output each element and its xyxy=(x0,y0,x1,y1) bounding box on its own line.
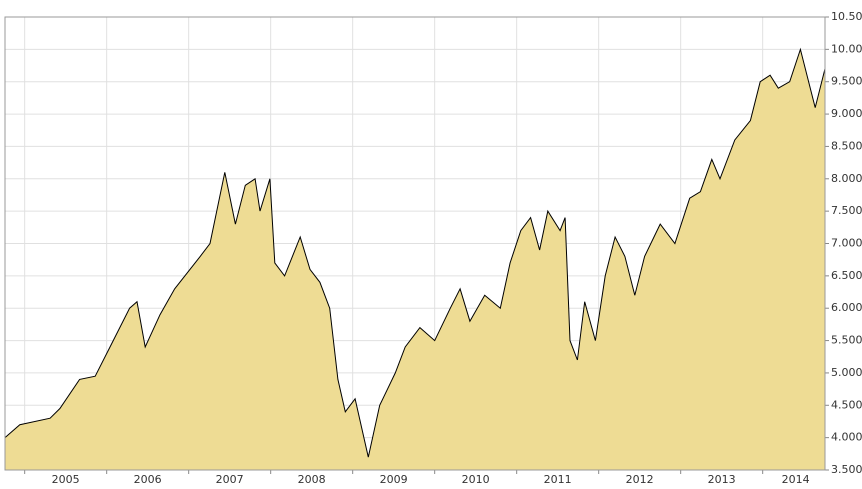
y-tick-label: 6.000 xyxy=(831,301,862,314)
x-tick-label: 2014 xyxy=(782,473,810,486)
area xyxy=(5,49,825,471)
y-tick-label: 4.000 xyxy=(831,431,862,444)
y-tick-label: 8.500 xyxy=(831,139,862,152)
x-tick-label: 2005 xyxy=(52,473,80,486)
line xyxy=(4,47,826,458)
y-tick-label: 9.500 xyxy=(831,75,862,88)
y-tick-label: 8.000 xyxy=(831,172,862,185)
x-tick-label: 2007 xyxy=(216,473,244,486)
y-tick-label: 3.500 xyxy=(831,463,862,476)
y-tick-label: 4.500 xyxy=(831,398,862,411)
y-tick-label: 7.000 xyxy=(831,237,862,250)
x-tick-label: 2006 xyxy=(134,473,162,486)
y-tick-label: 5.500 xyxy=(831,334,862,347)
x-tick-label: 2009 xyxy=(380,473,408,486)
x-tick-label: 2011 xyxy=(544,473,572,486)
y-tick-label: 6.500 xyxy=(831,269,862,282)
y-tick-label: 9.000 xyxy=(831,107,862,120)
plot-border xyxy=(4,16,826,471)
x-tick-label: 2008 xyxy=(298,473,326,486)
x-tick-label: 2010 xyxy=(462,473,490,486)
x-tick-label: 2012 xyxy=(626,473,654,486)
x-tick-label: 2013 xyxy=(708,473,736,486)
y-tick-label: 5.000 xyxy=(831,366,862,379)
y-tick-label: 10.000 xyxy=(831,42,862,55)
y-tick-label: 10.500 xyxy=(831,10,862,23)
y-tick-label: 7.500 xyxy=(831,204,862,217)
